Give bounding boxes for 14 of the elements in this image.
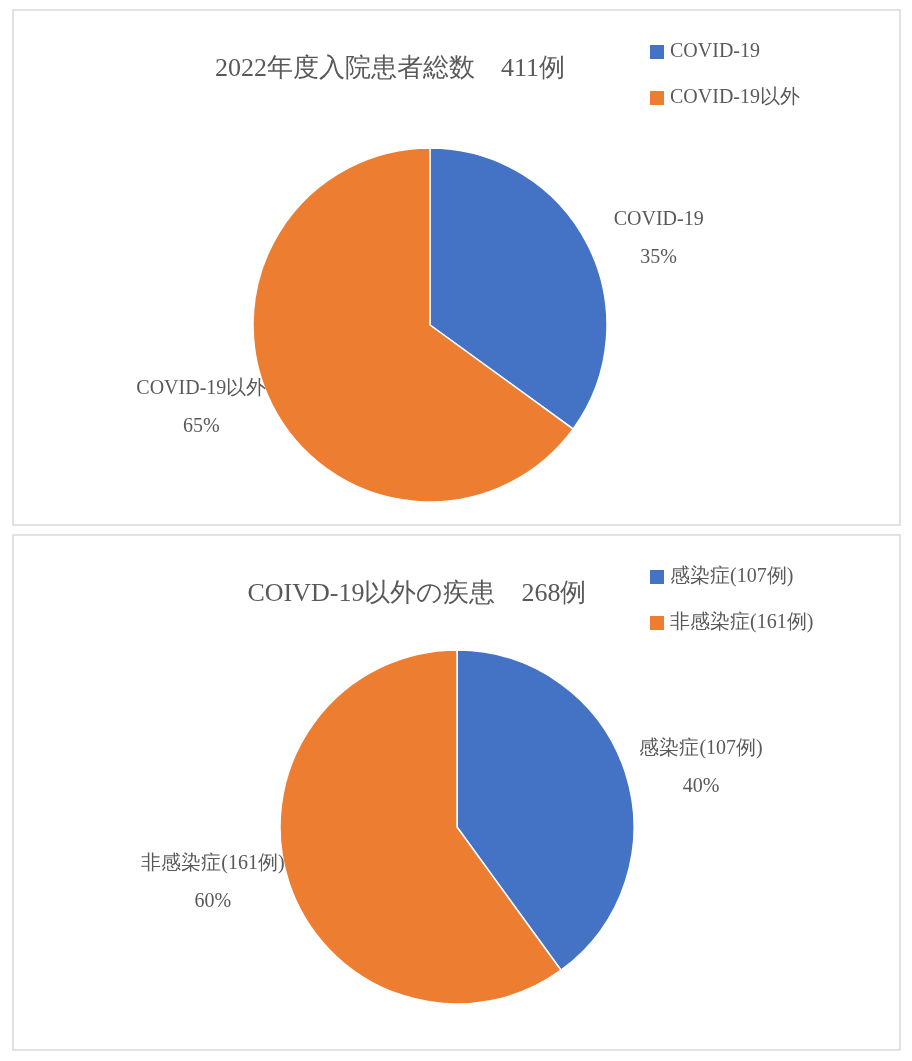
- legend-label: 非感染症(161例): [670, 609, 814, 633]
- data-label: 60%: [194, 889, 232, 912]
- data-label: 35%: [640, 245, 678, 268]
- text: COIVD-19以外の疾患 268例: [247, 577, 587, 607]
- slice-label: COVID-19: [613, 207, 704, 230]
- legend-label: 感染症(107例): [670, 563, 794, 587]
- slice-label: 感染症(107例): [639, 736, 763, 760]
- legend-label: COVID-19以外: [670, 84, 800, 107]
- legend-label: COVID-19: [670, 38, 760, 61]
- slice-label: 非感染症(161例): [141, 851, 285, 875]
- chart-title: 2022年度入院患者総数 411例: [214, 52, 566, 82]
- data-label: 40%: [682, 774, 720, 797]
- data-label: 65%: [182, 413, 220, 436]
- slice-label: COVID-19以外: [136, 375, 267, 398]
